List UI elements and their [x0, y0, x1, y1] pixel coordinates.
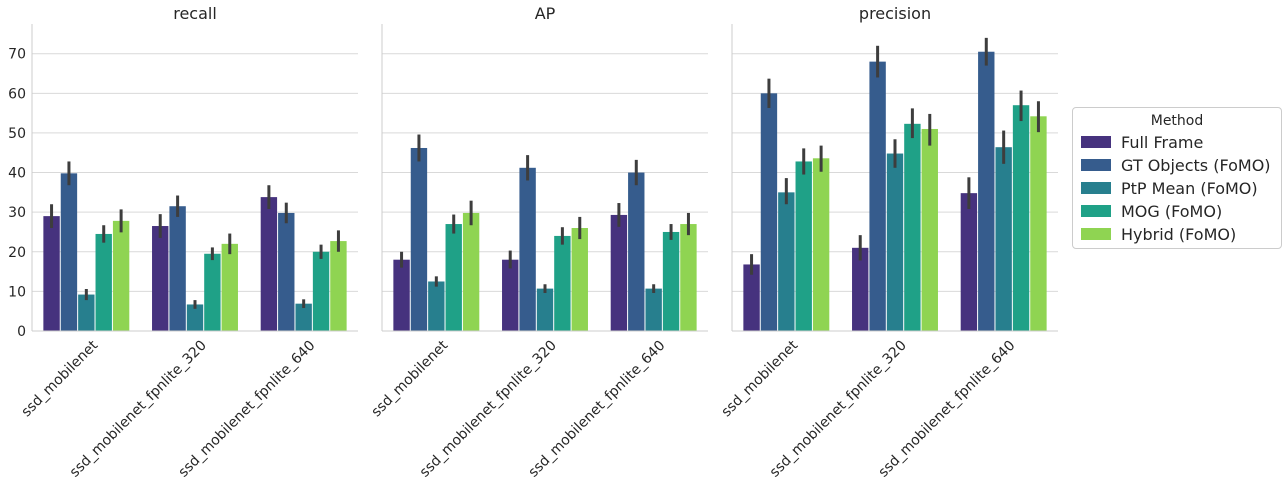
bar: [312, 251, 330, 331]
bar: [812, 158, 830, 331]
legend-label: PtP Mean (FoMO): [1121, 178, 1258, 198]
y-tick-label: 60: [8, 86, 26, 102]
legend-swatch: [1081, 182, 1111, 194]
bar: [978, 51, 995, 331]
bar: [95, 233, 112, 331]
y-tick-label: 20: [8, 245, 26, 261]
y-tick-label: 30: [8, 205, 26, 221]
bar: [554, 235, 571, 331]
bar: [743, 264, 760, 331]
bar: [680, 224, 697, 331]
bar: [852, 247, 869, 331]
bar: [1012, 105, 1030, 331]
x-tick-label: ssd_mobilenet: [368, 337, 451, 420]
legend-item-hybrid: Hybrid (FoMO): [1081, 224, 1236, 244]
bar: [519, 167, 536, 331]
bar: [904, 123, 921, 331]
y-tick-label: 10: [8, 284, 26, 300]
bar: [869, 61, 886, 331]
bar: [393, 259, 410, 331]
bar: [760, 93, 778, 332]
panel-title: precision: [859, 4, 931, 23]
legend-item-gt-objects: GT Objects (FoMO): [1081, 155, 1271, 175]
bar: [260, 197, 278, 331]
legend-item-ptp-mean: PtP Mean (FoMO): [1081, 178, 1258, 198]
bar: [886, 153, 904, 331]
bar: [186, 304, 204, 331]
legend: Method Full Frame GT Objects (FoMO) PtP …: [1072, 107, 1282, 249]
legend-swatch: [1081, 159, 1111, 171]
bar: [43, 216, 60, 331]
legend-swatch: [1081, 205, 1111, 217]
bar: [221, 243, 238, 331]
bar: [795, 161, 812, 331]
legend-swatch: [1081, 136, 1111, 148]
y-tick-label: 0: [17, 324, 26, 340]
bar: [330, 241, 347, 331]
legend-item-mog: MOG (FoMO): [1081, 201, 1222, 221]
bar: [921, 128, 938, 331]
bar: [278, 212, 295, 331]
bar: [60, 173, 78, 331]
legend-label: Full Frame: [1121, 132, 1204, 152]
legend-label: Hybrid (FoMO): [1121, 224, 1237, 244]
y-tick-label: 50: [8, 126, 26, 142]
legend-swatch: [1081, 228, 1111, 240]
bar: [410, 147, 428, 331]
bar: [645, 288, 662, 331]
legend-label: GT Objects (FoMO): [1121, 155, 1271, 175]
bar: [662, 231, 680, 331]
bar: [428, 281, 445, 331]
legend-label: MOG (FoMO): [1121, 201, 1223, 221]
bar: [571, 228, 588, 331]
legend-item-full-frame: Full Frame: [1081, 132, 1203, 152]
y-tick-label: 70: [8, 47, 26, 63]
bar: [1030, 116, 1047, 331]
legend-title: Method: [1150, 113, 1204, 129]
bar: [78, 294, 95, 331]
panel-title: AP: [535, 4, 556, 23]
bar: [610, 214, 628, 331]
bar: [204, 253, 221, 331]
bar: [445, 224, 462, 331]
x-tick-label: ssd_mobilenet: [718, 337, 801, 420]
bar: [462, 212, 480, 331]
x-tick-label: ssd_mobilenet: [18, 337, 101, 420]
bar: [169, 206, 186, 331]
bar: [502, 259, 519, 331]
bar: [112, 220, 130, 331]
panel-title: recall: [173, 4, 217, 23]
bar: [960, 193, 978, 331]
bar: [295, 303, 312, 331]
bar: [536, 288, 554, 331]
bar: [778, 192, 795, 331]
bar: [628, 172, 645, 331]
panel-recall: recallssd_mobilenetssd_mobilenet_fpnlite…: [8, 4, 358, 481]
y-tick-label: 40: [8, 166, 26, 182]
bar: [152, 226, 169, 331]
panel-precision: precisionssd_mobilenetssd_mobilenet_fpnl…: [718, 4, 1058, 481]
panel-AP: APssd_mobilenetssd_mobilenet_fpnlite_320…: [368, 4, 708, 481]
bar: [995, 147, 1012, 331]
